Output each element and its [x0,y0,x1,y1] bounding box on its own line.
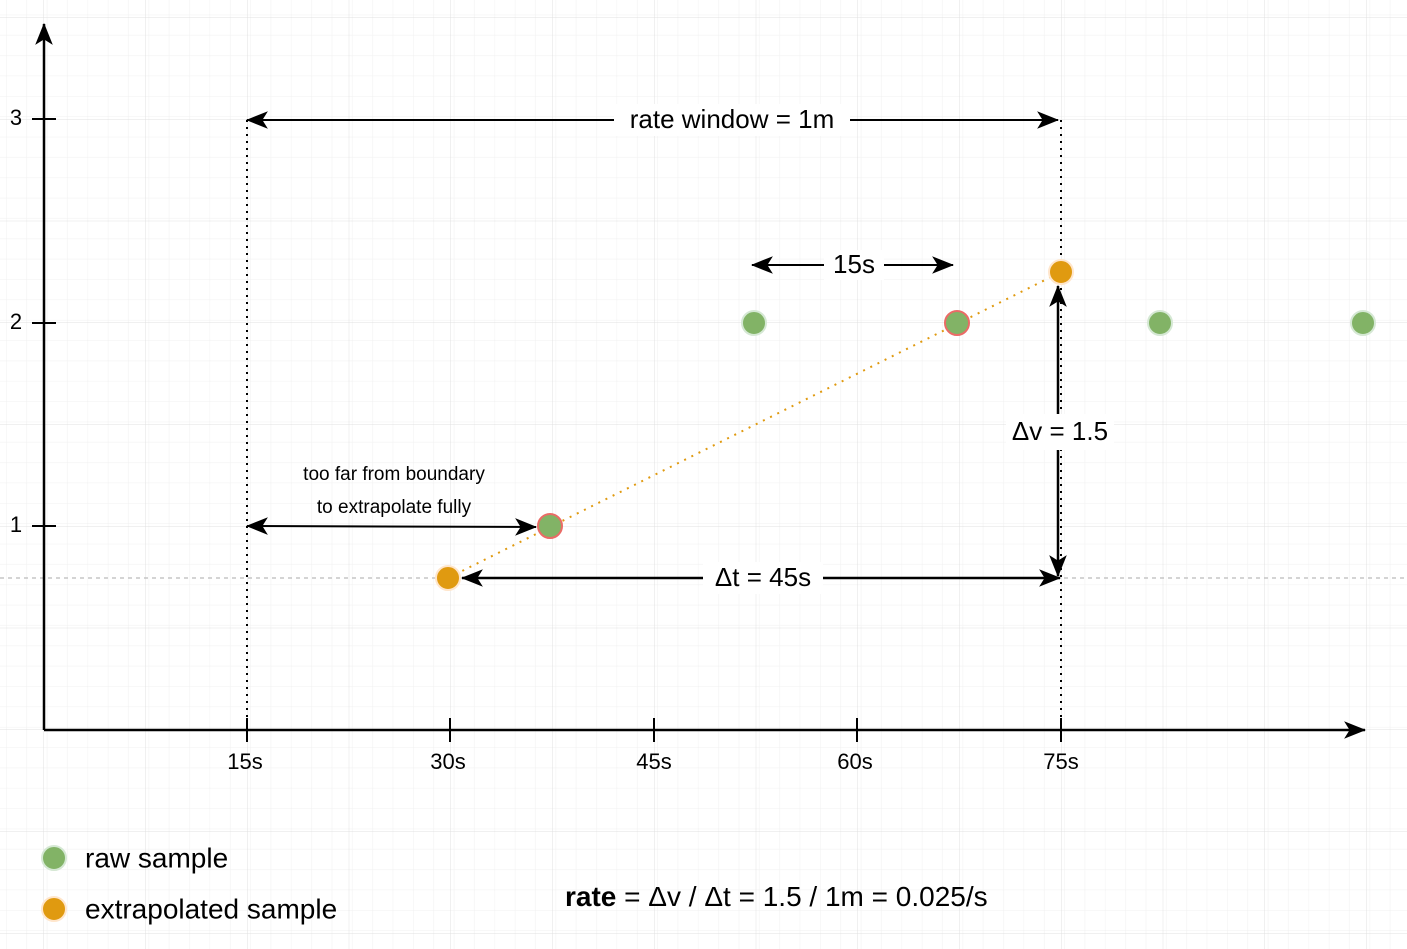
raw-sample [944,310,970,336]
legend-label: raw sample [85,842,228,873]
extrapolated-sample [435,565,461,591]
formula-label: rate [565,881,616,912]
x-tick-label: 15s [227,749,262,774]
extrapolated-sample [1048,259,1074,285]
label-bg [1006,414,1114,450]
raw-sample [1147,310,1173,336]
rate-window-label: rate window = 1m [630,104,834,134]
delta-t-label: Δt = 45s [715,562,811,592]
boundary-note: to extrapolate fully [317,497,472,518]
label-bg [824,250,884,280]
boundary-arrow [245,517,538,536]
x-tick-label: 75s [1043,749,1078,774]
raw-sample [1350,310,1376,336]
raw-sample [741,310,767,336]
legend-label: extrapolated sample [85,893,337,924]
y-tick-label: 2 [10,309,22,334]
label-bg [703,562,823,594]
x-tick-label: 45s [636,749,671,774]
raw-sample [537,513,563,539]
tick-marks [32,118,1062,742]
y-tick-label: 1 [10,512,22,537]
legend-swatch [41,845,67,871]
x-tick-label: 30s [430,749,465,774]
boundary-note: too far from boundary [303,464,485,485]
x-tick-label: 60s [837,749,872,774]
delta-v-label: Δv = 1.5 [1012,416,1108,446]
formula-expression: = Δv / Δt = 1.5 / 1m = 0.025/s [616,881,987,912]
label-bg [614,104,850,136]
formula: rate = Δv / Δt = 1.5 / 1m = 0.025/s [565,881,988,912]
y-tick-label: 3 [10,105,22,130]
legend-swatch [41,896,67,922]
interval-label: 15s [833,249,875,279]
